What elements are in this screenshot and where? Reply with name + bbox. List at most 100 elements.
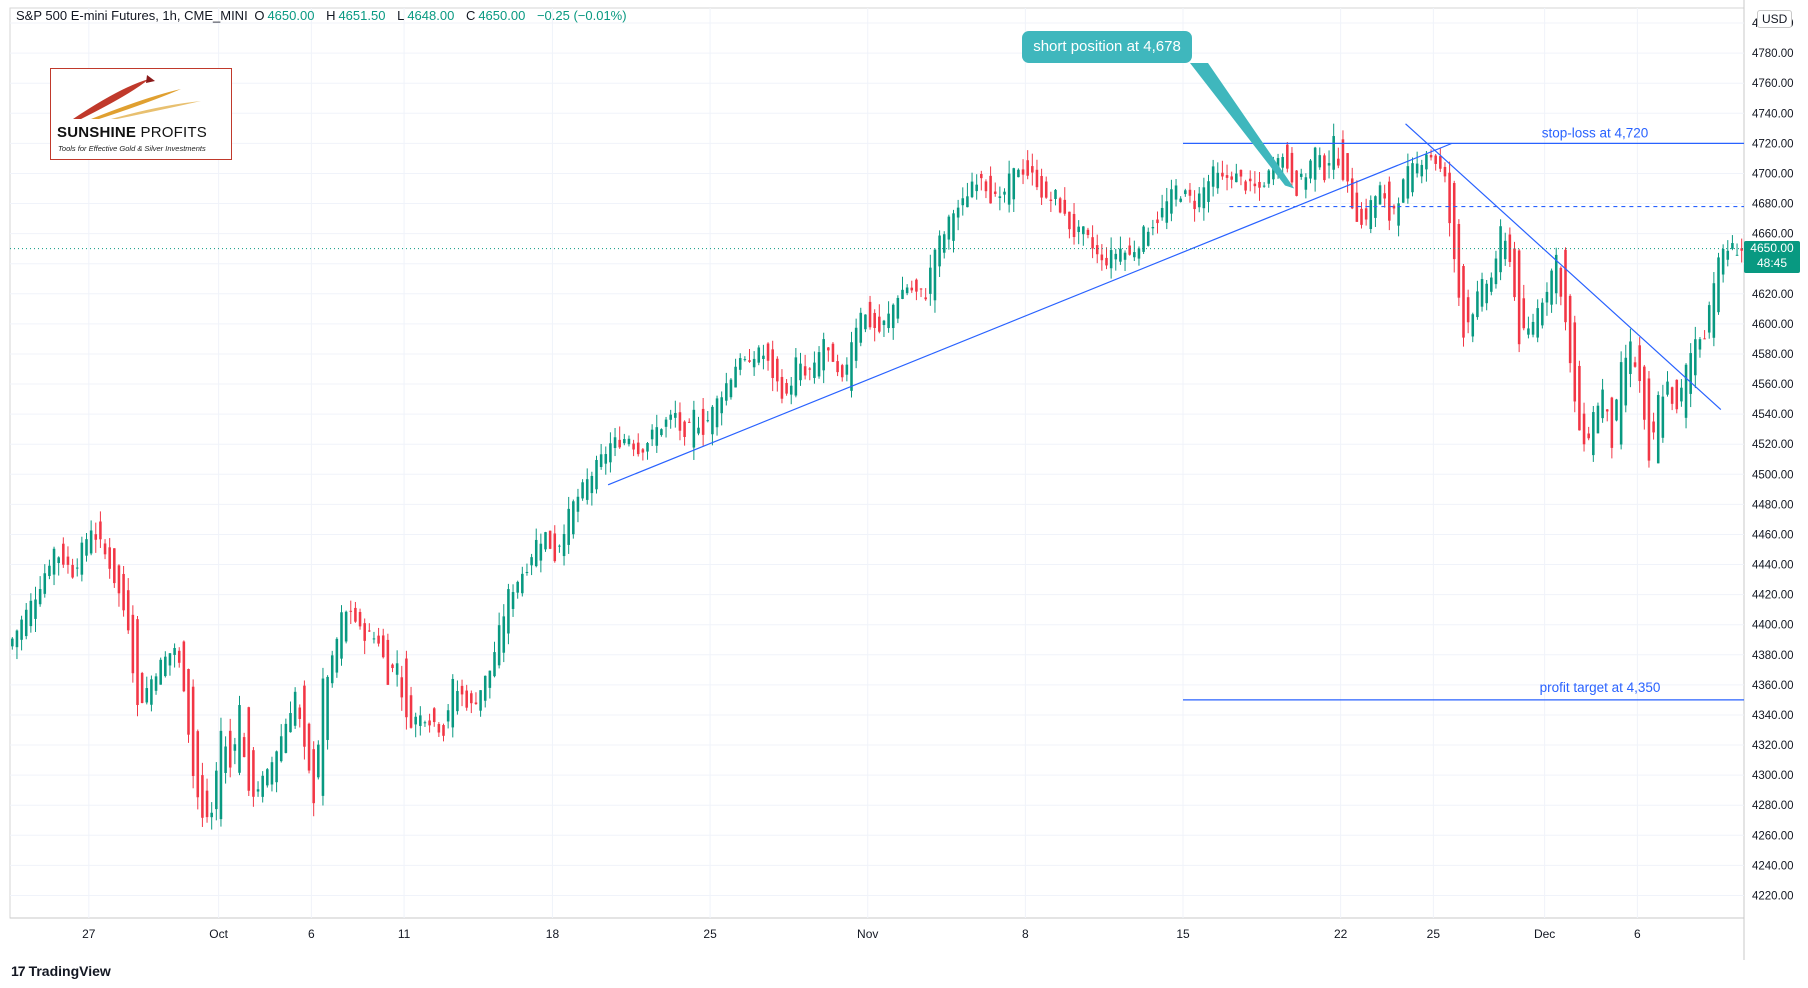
candle-body <box>1035 169 1039 188</box>
candle-body <box>85 539 88 556</box>
candle-body <box>599 454 603 467</box>
candle-body <box>419 715 422 726</box>
candle-body <box>1244 181 1247 191</box>
candle-body <box>1476 291 1479 318</box>
candle-body <box>428 720 431 726</box>
candle-body <box>548 530 552 549</box>
candle-body <box>1119 248 1122 262</box>
candle-body <box>1670 387 1674 404</box>
candle-body <box>678 412 682 431</box>
candle-body <box>1350 178 1354 209</box>
plot-frame <box>9 7 1745 919</box>
y-tick-label: 4340.00 <box>1752 710 1794 722</box>
candle-body <box>71 564 74 578</box>
candle-body <box>734 366 737 388</box>
candle-body <box>89 530 93 554</box>
candle-body <box>567 508 570 545</box>
candle-body <box>38 589 42 605</box>
candle-body <box>655 427 659 446</box>
candle-body <box>363 623 366 641</box>
candle-body <box>423 722 427 724</box>
candle-body <box>1684 364 1688 418</box>
candle-body <box>1327 163 1331 166</box>
candle-body <box>479 690 482 711</box>
candle-body <box>1072 213 1076 238</box>
candle-body <box>1109 250 1113 269</box>
candle-body <box>595 459 598 490</box>
candle-body <box>168 653 172 666</box>
candle-body <box>627 438 631 445</box>
candle-body <box>1388 181 1391 221</box>
candle-body <box>1559 267 1563 297</box>
candle-body <box>1415 163 1419 174</box>
close-label: C <box>465 8 476 23</box>
candle-body <box>196 731 200 798</box>
candle-body <box>1536 308 1539 338</box>
candle-body <box>1258 181 1261 188</box>
candle-body <box>140 673 144 704</box>
candle-body <box>395 663 399 675</box>
candle-body <box>646 443 649 452</box>
candle-body <box>1601 389 1604 419</box>
candle-body <box>126 590 130 631</box>
candle-body <box>1323 155 1326 181</box>
currency-button[interactable]: USD <box>1757 10 1793 28</box>
candle-body <box>303 685 306 747</box>
candle-body <box>507 589 510 634</box>
change-value: −0.25 (−0.01%) <box>536 8 627 23</box>
candle-body <box>1160 207 1164 218</box>
candle-body <box>1731 243 1734 249</box>
candle-body <box>358 611 362 627</box>
candle-body <box>1216 172 1220 189</box>
candle-body <box>1457 224 1461 298</box>
candle-body <box>131 614 135 674</box>
candle-body <box>1564 249 1567 323</box>
candle-body <box>942 234 946 253</box>
candle-body <box>224 746 227 773</box>
high-label: H <box>326 8 336 23</box>
candle-body <box>465 690 468 708</box>
candle-body <box>1156 219 1159 224</box>
candle-body <box>831 343 835 362</box>
candle-body <box>1077 226 1080 233</box>
y-tick-label: 4220.00 <box>1752 890 1794 902</box>
candle-body <box>66 556 70 565</box>
candle-body <box>1049 199 1053 202</box>
candle-body <box>785 382 788 394</box>
short-position-callout[interactable]: short position at 4,678 <box>1022 31 1192 63</box>
sunshine-profits-logo: SUNSHINE PROFITS Tools for Effective Gol… <box>50 68 232 160</box>
candle-body <box>687 421 691 423</box>
candle-body <box>437 724 441 733</box>
tradingview-watermark[interactable]: 17 TradingView <box>11 963 111 979</box>
candle-body <box>117 565 121 594</box>
candle-body <box>572 501 575 535</box>
candle-body <box>1332 136 1335 170</box>
symbol-title[interactable]: S&P 500 E-mini Futures, 1h, CME_MINI <box>16 8 248 23</box>
candle-body <box>1179 198 1182 202</box>
candle-body <box>1318 155 1322 168</box>
candle-body <box>381 635 385 658</box>
candle-body <box>113 548 116 584</box>
candle-body <box>1360 208 1363 225</box>
symbol-header: S&P 500 E-mini Futures, 1h, CME_MINI O 46… <box>16 8 635 23</box>
candle-body <box>1100 254 1104 261</box>
candle-body <box>1554 254 1558 294</box>
candle-body <box>808 368 812 370</box>
candle-body <box>187 669 190 735</box>
candle-body <box>1643 366 1646 420</box>
logo-brand-bold: SUNSHINE <box>57 124 137 141</box>
candle-body <box>952 213 955 241</box>
candle-body <box>150 679 153 705</box>
candle-body <box>1295 170 1298 196</box>
low-value: 4648.00 <box>407 8 455 23</box>
candle-body <box>947 216 951 240</box>
candle-body <box>488 670 492 688</box>
candle-body <box>683 421 686 437</box>
candle-body <box>312 749 315 804</box>
y-tick-label: 4520.00 <box>1752 439 1794 451</box>
candle-body <box>340 612 343 659</box>
candle-body <box>252 750 255 797</box>
candle-body <box>233 744 237 751</box>
candle-body <box>80 542 84 575</box>
